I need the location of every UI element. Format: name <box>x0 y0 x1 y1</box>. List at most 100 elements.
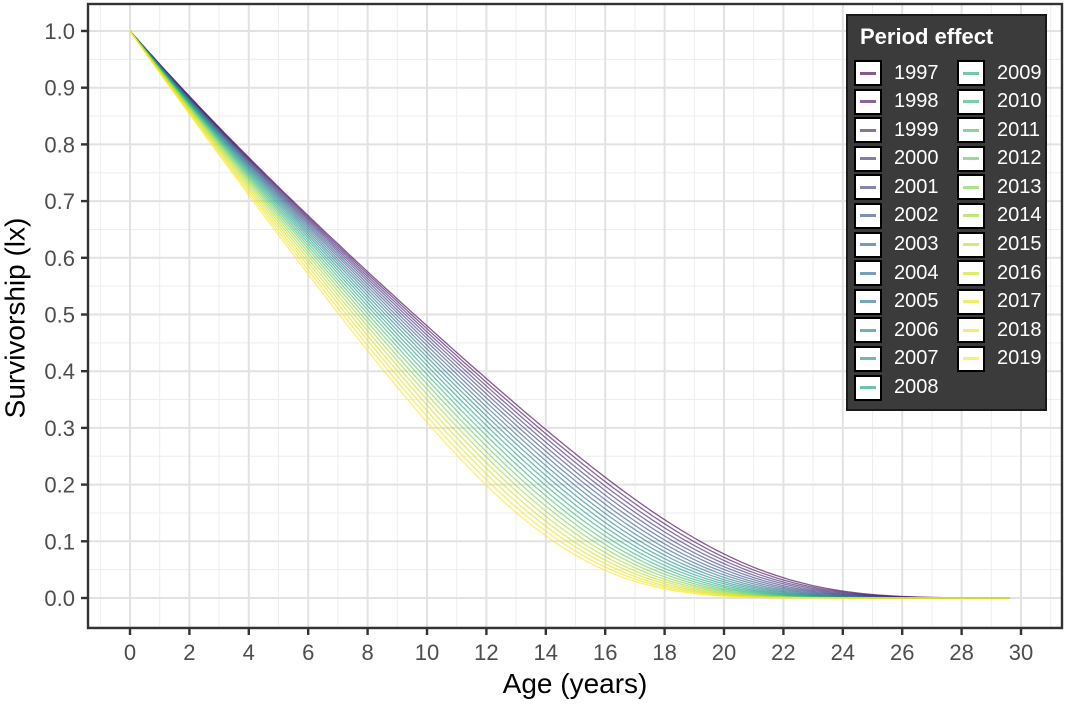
legend: Period effect 1997 1998 1999 2000 2001 2002 20… <box>846 14 1047 411</box>
legend-key-line <box>963 271 979 275</box>
legend-title: Period effect <box>860 24 994 49</box>
legend-key-swatch <box>854 374 882 401</box>
legend-item: 1998 <box>854 88 957 116</box>
legend-key-swatch <box>957 88 985 115</box>
x-tick-label: 2 <box>183 640 195 665</box>
legend-item: 2009 <box>957 59 1043 87</box>
legend-key-swatch <box>854 231 882 258</box>
legend-item-label: 2002 <box>894 204 939 227</box>
legend-key-swatch <box>957 317 985 344</box>
legend-item: 1997 <box>854 59 957 87</box>
legend-key-line <box>860 243 876 247</box>
legend-item: 1999 <box>854 116 957 144</box>
panel-border <box>86 2 1064 630</box>
x-tick-label: 28 <box>949 640 973 665</box>
legend-item: 2005 <box>854 288 957 316</box>
legend-key-line <box>860 300 876 304</box>
legend-columns: 1997 1998 1999 2000 2001 2002 2003 2004 2005 2006… <box>848 59 1045 402</box>
legend-item: 2006 <box>854 316 957 344</box>
legend-key-swatch <box>957 117 985 144</box>
x-tick-label: 20 <box>712 640 736 665</box>
survivorship-curve-2019 <box>129 30 1010 599</box>
legend-item-label: 2011 <box>997 118 1041 141</box>
x-tick-label: 10 <box>415 640 439 665</box>
legend-key-line <box>860 100 876 104</box>
legend-item: 2002 <box>854 202 957 230</box>
legend-key-line <box>963 357 979 361</box>
legend-key-swatch <box>854 60 882 86</box>
legend-item-label: 2000 <box>894 147 939 170</box>
legend-key-swatch <box>854 202 882 229</box>
legend-key-line <box>860 157 876 161</box>
legend-item: 2019 <box>957 345 1043 373</box>
legend-item-label: 1999 <box>894 118 939 141</box>
x-tick-label: 12 <box>474 640 498 665</box>
y-tick-label: 0.3 <box>44 416 75 441</box>
survivorship-curve-1998 <box>129 30 1010 599</box>
legend-key-line <box>860 271 876 275</box>
legend-item-label: 2004 <box>894 261 939 284</box>
legend-item-label: 1998 <box>894 90 939 113</box>
legend-item-label: 2008 <box>894 376 939 399</box>
legend-item: 2007 <box>854 345 957 373</box>
legend-item-label: 2001 <box>894 175 939 198</box>
legend-item: 2003 <box>854 231 957 259</box>
y-tick-label: 0.8 <box>44 132 75 157</box>
y-tick-label: 0.6 <box>44 246 75 271</box>
x-tick-label: 18 <box>652 640 676 665</box>
legend-key-line <box>963 128 979 132</box>
legend-item-label: 1997 <box>894 61 939 84</box>
legend-key-swatch <box>957 260 985 287</box>
legend-key-swatch <box>957 145 985 172</box>
y-tick-label: 1.0 <box>44 19 75 44</box>
legend-item-label: 2019 <box>997 347 1042 370</box>
legend-item: 2013 <box>957 173 1043 201</box>
x-tick-label: 26 <box>890 640 914 665</box>
legend-key-swatch <box>854 288 882 315</box>
legend-key-line <box>963 300 979 304</box>
y-tick-label: 0.7 <box>44 189 75 214</box>
legend-key-line <box>963 328 979 332</box>
legend-item-label: 2009 <box>997 61 1042 84</box>
legend-item: 2004 <box>854 259 957 287</box>
y-tick-label: 0.4 <box>44 359 75 384</box>
legend-item-label: 2010 <box>997 90 1042 113</box>
legend-key-line <box>963 71 979 75</box>
x-tick-label: 8 <box>361 640 373 665</box>
x-tick-label: 24 <box>831 640 855 665</box>
legend-key-line <box>963 214 979 218</box>
legend-key-line <box>860 128 876 132</box>
legend-item: 2015 <box>957 231 1043 259</box>
legend-key-swatch <box>854 174 882 201</box>
legend-key-line <box>860 328 876 332</box>
legend-key-swatch <box>957 60 985 86</box>
legend-item: 2000 <box>854 145 957 173</box>
x-tick-label: 4 <box>243 640 255 665</box>
legend-item-label: 2015 <box>997 233 1042 256</box>
legend-item-label: 2013 <box>997 175 1042 198</box>
y-tick-label: 0.0 <box>44 586 75 611</box>
y-tick-label: 0.1 <box>44 529 75 554</box>
legend-item-label: 2005 <box>894 290 939 313</box>
x-tick-label: 6 <box>302 640 314 665</box>
legend-key-swatch <box>854 117 882 144</box>
x-tick-label: 0 <box>124 640 136 665</box>
legend-item-label: 2006 <box>894 318 939 341</box>
legend-item: 2014 <box>957 202 1043 230</box>
legend-key-swatch <box>957 288 985 315</box>
legend-item: 2001 <box>854 173 957 201</box>
x-tick-label: 22 <box>771 640 795 665</box>
y-tick-label: 0.9 <box>44 76 75 101</box>
legend-item: 2008 <box>854 374 957 402</box>
legend-key-swatch <box>854 260 882 287</box>
survivorship-curve-1997 <box>129 30 1010 599</box>
legend-key-swatch <box>854 145 882 172</box>
legend-key-line <box>963 185 979 189</box>
legend-key-swatch <box>854 88 882 115</box>
legend-column: 1997 1998 1999 2000 2001 2002 2003 2004 2005 2006… <box>848 59 957 402</box>
legend-column: 2009 2010 2011 2012 2013 2014 2015 2016 2017 2018… <box>957 59 1043 402</box>
legend-key-swatch <box>957 231 985 258</box>
x-tick-label: 14 <box>534 640 558 665</box>
legend-item: 2011 <box>957 116 1043 144</box>
